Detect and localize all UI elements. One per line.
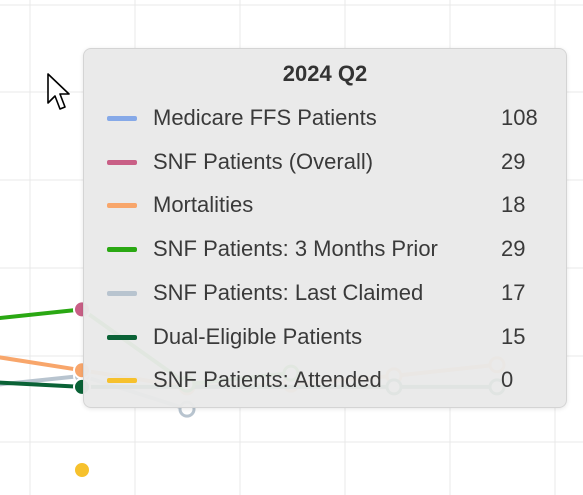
tooltip-series-label: SNF Patients: Last Claimed <box>153 279 424 305</box>
tooltip-series-value: 29 <box>501 236 526 262</box>
tooltip-row: Mortalities 18 <box>84 186 566 226</box>
tooltip-row: SNF Patients: Last Claimed 17 <box>84 274 566 314</box>
tooltip-row: SNF Patients: 3 Months Prior 29 <box>84 230 566 270</box>
legend-swatch <box>107 159 137 165</box>
tooltip-series-label: Medicare FFS Patients <box>153 105 377 130</box>
tooltip-series-label: Dual-Eligible Patients <box>153 323 363 349</box>
mouse-pointer-icon <box>47 73 70 110</box>
data-point[interactable] <box>73 461 91 479</box>
tooltip-series-value: 108 <box>501 105 538 130</box>
legend-swatch <box>107 290 137 296</box>
tooltip-series-value: 0 <box>501 367 514 393</box>
legend-swatch <box>107 334 137 340</box>
tooltip-series-value: 17 <box>501 279 526 305</box>
tooltip-series-label: SNF Patients: 3 Months Prior <box>153 236 438 262</box>
legend-swatch <box>107 116 137 121</box>
tooltip-row: SNF Patients (Overall) 29 <box>84 143 566 183</box>
tooltip-series-label: SNF Patients: Attended <box>153 367 382 393</box>
tooltip-row: SNF Patients: Attended 0 <box>84 361 566 401</box>
tooltip-row: Medicare FFS Patients 108 <box>84 99 566 139</box>
tooltip-title: 2024 Q2 <box>282 61 368 86</box>
tooltip: 2024 Q2 Medicare FFS Patients 108 SNF Pati… <box>83 48 567 408</box>
legend-swatch <box>107 247 137 253</box>
legend-swatch <box>107 203 137 209</box>
tooltip-row: Dual-Eligible Patients 15 <box>84 318 566 358</box>
tooltip-series-label: SNF Patients (Overall) <box>153 148 374 174</box>
tooltip-series-value: 29 <box>501 148 526 174</box>
tooltip-series-value: 18 <box>501 192 526 218</box>
legend-swatch <box>107 378 137 384</box>
tooltip-series-value: 15 <box>501 323 526 349</box>
tooltip-series-label: Mortalities <box>153 192 254 218</box>
